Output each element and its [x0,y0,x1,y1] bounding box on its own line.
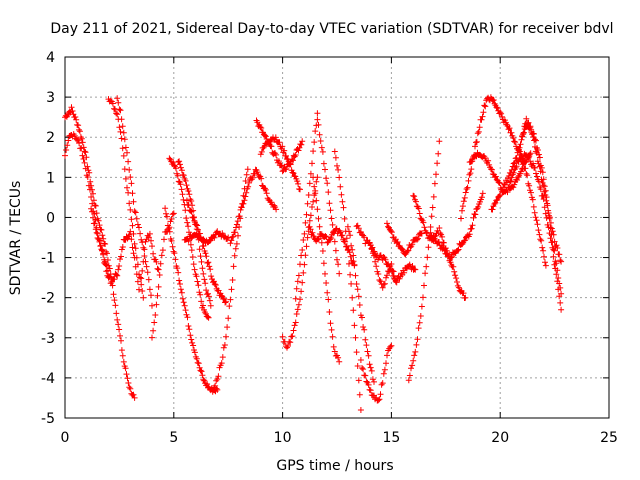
point-markers [227,166,280,247]
series-sat-p [257,134,303,193]
y-tick-label: 0 [46,210,55,226]
point-markers [410,192,469,301]
x-tick-label: 20 [491,430,509,446]
y-tick-label: -1 [41,251,55,267]
point-markers [458,94,549,269]
point-markers [427,190,486,262]
point-markers [344,223,377,385]
point-markers [257,134,303,193]
point-markers [138,230,162,282]
series-sat-q [279,174,321,351]
point-markers [183,197,229,306]
y-tick-label: -2 [41,291,55,307]
data-points [62,94,565,413]
series-sat-ai [519,119,565,265]
point-markers [331,148,364,413]
x-tick-label: 0 [61,430,70,446]
series-sat-w [344,223,377,385]
series-sat-v [331,148,364,413]
point-markers [181,228,232,246]
series-sat-e [88,205,142,293]
series-sat-h [166,155,212,321]
series-sat-ab [384,220,425,258]
point-markers [162,205,221,395]
point-markers [149,210,177,341]
point-markers [519,119,565,265]
series-sat-n [181,228,232,246]
axis-ticks: 0 5 10 15 20 25 -5 -4 -3 -2 -1 0 1 2 3 4 [41,50,618,446]
series-sat-ah [505,150,565,313]
series-sat-k [183,197,229,306]
series-sat-x [357,342,395,404]
point-markers [88,205,142,293]
series-sat-u [305,223,358,269]
series-sat-ad [427,190,486,262]
series-sat-c [105,96,147,301]
point-markers [357,342,395,404]
point-markers [505,150,565,313]
x-axis-label: GPS time / hours [276,458,393,474]
plot-frame [64,56,610,419]
y-tick-label: 3 [46,90,55,106]
series-sat-f [138,230,162,282]
series-sat-s [314,116,343,277]
x-tick-label: 10 [274,430,292,446]
x-tick-label: 15 [382,430,400,446]
chart-title: Day 211 of 2021, Sidereal Day-to-day VTE… [50,21,613,37]
point-markers [114,95,155,309]
point-markers [366,239,419,286]
series-sat-r [292,110,321,302]
point-markers [166,155,212,321]
series-sat-t [310,174,343,365]
y-tick-label: 4 [46,50,55,66]
y-tick-label: -5 [41,411,55,427]
series-sat-ae [458,94,549,269]
point-markers [305,223,358,269]
y-tick-label: -3 [41,331,55,347]
y-tick-label: -4 [41,371,55,387]
series-sat-g [149,210,177,341]
y-tick-label: 1 [46,170,55,186]
y-tick-label: 2 [46,130,55,146]
series-sat-ac [410,192,469,301]
series-sat-d [114,95,155,309]
point-markers [279,174,321,351]
series-sat-z [366,239,419,286]
x-tick-label: 5 [169,430,178,446]
point-markers [384,220,425,258]
x-tick-label: 25 [600,430,618,446]
point-markers [292,110,321,302]
point-markers [314,116,343,277]
series-sat-j [162,205,221,395]
point-markers [310,174,343,365]
point-markers [405,138,443,384]
series-sat-aa [405,138,443,384]
y-axis-label: SDTVAR / TECUs [8,181,24,296]
series-sat-m [227,166,280,247]
point-markers [105,96,147,301]
